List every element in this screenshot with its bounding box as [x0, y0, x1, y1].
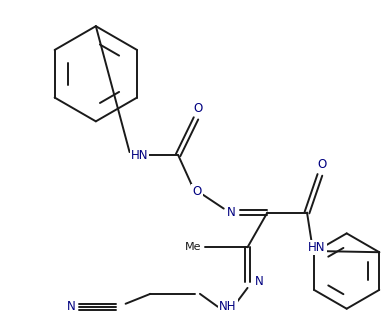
Text: O: O [192, 185, 202, 198]
Text: NH: NH [219, 300, 236, 313]
Text: N: N [227, 206, 236, 219]
Text: O: O [194, 102, 202, 115]
Text: HN: HN [308, 241, 326, 254]
Text: Me: Me [185, 242, 201, 252]
Text: N: N [255, 276, 264, 288]
Text: O: O [317, 159, 327, 172]
Text: N: N [67, 300, 75, 313]
Text: HN: HN [131, 149, 148, 162]
